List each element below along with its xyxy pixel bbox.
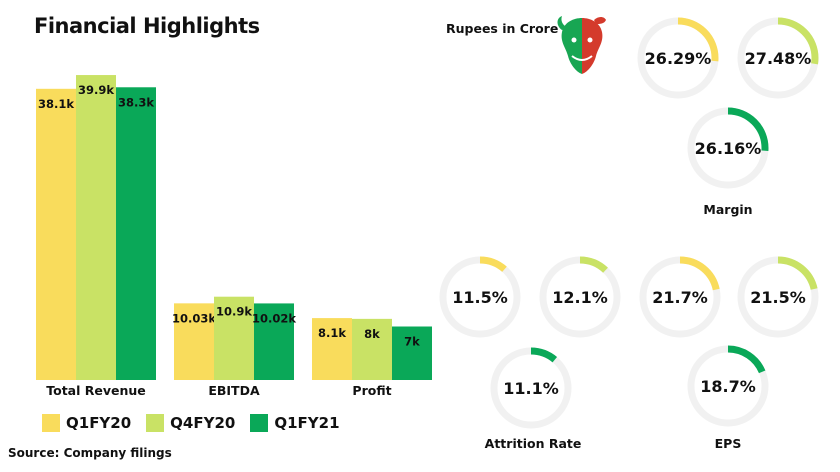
- ring-group-title-eps: EPS: [715, 436, 742, 451]
- legend: Q1FY20 Q4FY20 Q1FY21: [42, 414, 355, 432]
- ring-value-eps-q4fy20: 21.5%: [750, 288, 806, 307]
- ring-arc-attrition-rate-q1fy20: [439, 256, 521, 338]
- bar-ebitda-q4fy20: [214, 296, 254, 380]
- ring-group-title-margin: Margin: [703, 202, 752, 217]
- category-label-profit: Profit: [352, 383, 391, 398]
- ring-value-margin-q1fy21: 26.16%: [695, 139, 762, 158]
- ring-value-margin-q1fy20: 26.29%: [645, 49, 712, 68]
- legend-item-q4fy20: Q4FY20: [146, 414, 235, 432]
- bar-label-total-revenue-q1fy20: 38.1k: [38, 97, 74, 111]
- bar-label-ebitda-q4fy20: 10.9k: [216, 305, 252, 319]
- ring-value-attrition-rate-q4fy20: 12.1%: [552, 288, 608, 307]
- ring-value-attrition-rate-q1fy20: 11.5%: [452, 288, 508, 307]
- bull-bear-logo: [557, 16, 606, 74]
- ring-value-eps-q1fy20: 21.7%: [652, 288, 708, 307]
- legend-swatch-q4fy20: [146, 414, 165, 432]
- ring-arc-eps-q1fy21: [687, 345, 769, 427]
- bar-label-profit-q1fy21: 7k: [404, 335, 420, 349]
- unit-label: Rupees in Crore: [446, 21, 559, 36]
- bar-label-ebitda-q1fy21: 10.02k: [252, 311, 296, 325]
- legend-item-q1fy20: Q1FY20: [42, 414, 131, 432]
- chart-title: Financial Highlights: [34, 14, 260, 38]
- ring-arc-eps-q1fy20: [639, 256, 721, 338]
- legend-label-q1fy21: Q1FY21: [274, 414, 340, 432]
- ring-arc-attrition-rate-q4fy20: [539, 256, 621, 338]
- bar-total-revenue-q4fy20: [76, 75, 116, 381]
- bar-label-ebitda-q1fy20: 10.03k: [172, 311, 216, 325]
- legend-swatch-q1fy21: [250, 414, 269, 432]
- bar-ebitda-q1fy21: [254, 303, 294, 380]
- ring-arc-attrition-rate-q1fy21: [490, 347, 572, 429]
- bar-label-profit-q1fy20: 8.1k: [318, 326, 346, 340]
- ring-value-eps-q1fy21: 18.7%: [700, 377, 756, 396]
- category-label-ebitda: EBITDA: [208, 383, 260, 398]
- legend-label-q1fy20: Q1FY20: [66, 414, 132, 432]
- bar-profit-q1fy20: [312, 318, 352, 380]
- ring-arc-margin-q4fy20: [737, 17, 819, 99]
- ring-arc-margin-q1fy20: [637, 17, 719, 99]
- legend-item-q1fy21: Q1FY21: [250, 414, 340, 432]
- bar-label-total-revenue-q1fy21: 38.3k: [118, 95, 154, 109]
- ring-arc-margin-q1fy21: [687, 107, 769, 189]
- ring-group-title-attrition-rate: Attrition Rate: [485, 436, 582, 451]
- bar-total-revenue-q1fy21: [116, 87, 156, 381]
- bar-total-revenue-q1fy20: [36, 88, 76, 381]
- source-note: Source: Company filings: [8, 446, 172, 460]
- bar-profit-q4fy20: [352, 318, 392, 380]
- bar-ebitda-q1fy20: [174, 303, 214, 380]
- bar-label-profit-q4fy20: 8k: [364, 327, 380, 341]
- ring-arc-eps-q4fy20: [737, 256, 819, 338]
- legend-label-q4fy20: Q4FY20: [170, 414, 236, 432]
- bar-profit-q1fy21: [392, 326, 432, 380]
- ring-value-margin-q4fy20: 27.48%: [745, 49, 812, 68]
- category-label-total-revenue: Total Revenue: [46, 383, 146, 398]
- bar-label-total-revenue-q4fy20: 39.9k: [78, 83, 114, 97]
- ring-value-attrition-rate-q1fy21: 11.1%: [503, 379, 559, 398]
- legend-swatch-q1fy20: [42, 414, 60, 432]
